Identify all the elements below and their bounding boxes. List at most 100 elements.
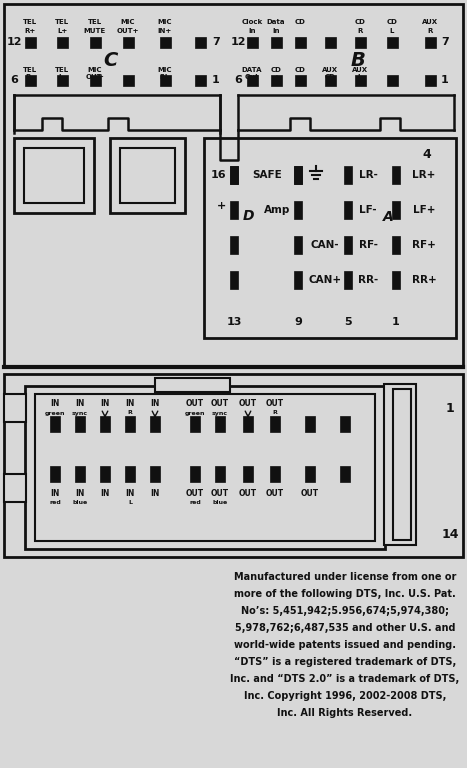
Text: In: In xyxy=(248,28,256,34)
Text: CD: CD xyxy=(270,67,282,73)
Text: IN: IN xyxy=(100,489,110,498)
Bar xyxy=(294,201,302,219)
Text: R-: R- xyxy=(26,74,34,80)
Bar xyxy=(294,271,302,289)
Text: 13: 13 xyxy=(226,317,242,327)
Text: TEL: TEL xyxy=(23,19,37,25)
Bar xyxy=(344,201,352,219)
Text: green: green xyxy=(185,411,205,415)
Text: OUT: OUT xyxy=(186,489,204,498)
Text: red: red xyxy=(189,501,201,505)
Text: CD: CD xyxy=(295,19,305,25)
Bar xyxy=(194,37,205,48)
Text: MIC: MIC xyxy=(88,67,102,73)
Bar xyxy=(230,236,238,254)
Bar xyxy=(305,466,315,482)
Bar xyxy=(122,74,134,85)
Text: 6: 6 xyxy=(234,75,242,85)
Text: TEL: TEL xyxy=(23,67,37,73)
Bar xyxy=(295,74,305,85)
Text: TEL: TEL xyxy=(88,19,102,25)
Text: sync: sync xyxy=(212,411,228,415)
Text: LF+: LF+ xyxy=(413,205,435,215)
Text: world-wide patents issued and pending.: world-wide patents issued and pending. xyxy=(234,640,456,650)
Text: 1: 1 xyxy=(212,75,220,85)
Bar xyxy=(4,394,26,422)
Bar xyxy=(425,74,436,85)
Text: R: R xyxy=(127,411,133,415)
Text: L+: L+ xyxy=(57,28,67,34)
Text: B: B xyxy=(351,51,366,71)
Text: +: + xyxy=(217,201,226,211)
Text: OUT: OUT xyxy=(239,399,257,409)
Text: 5,978,762;6,487,535 and other U.S. and: 5,978,762;6,487,535 and other U.S. and xyxy=(235,623,455,633)
Text: LR+: LR+ xyxy=(412,170,436,180)
Bar xyxy=(125,466,135,482)
Bar xyxy=(243,416,253,432)
Text: CD: CD xyxy=(387,19,397,25)
Text: RR+: RR+ xyxy=(411,275,436,285)
Text: CD: CD xyxy=(295,67,305,73)
Bar xyxy=(344,236,352,254)
Text: OUT: OUT xyxy=(211,489,229,498)
Text: CD: CD xyxy=(354,19,366,25)
Text: In: In xyxy=(272,28,280,34)
Bar xyxy=(4,4,463,366)
Bar xyxy=(122,37,134,48)
Text: AUX: AUX xyxy=(422,19,438,25)
Bar xyxy=(50,416,60,432)
Text: L-: L- xyxy=(58,74,66,80)
Bar xyxy=(425,37,436,48)
Bar xyxy=(4,474,26,502)
Text: MUTE: MUTE xyxy=(84,28,106,34)
Text: LF-: LF- xyxy=(359,205,377,215)
Text: OUT-: OUT- xyxy=(86,74,104,80)
Bar xyxy=(354,37,366,48)
Text: IN: IN xyxy=(125,399,134,409)
Text: OUT: OUT xyxy=(266,489,284,498)
Bar xyxy=(270,416,280,432)
Text: MIC: MIC xyxy=(121,19,135,25)
Text: 7: 7 xyxy=(441,37,449,47)
Text: Inc. All Rights Reserved.: Inc. All Rights Reserved. xyxy=(277,708,412,718)
Text: Inc. and “DTS 2.0” is a trademark of DTS,: Inc. and “DTS 2.0” is a trademark of DTS… xyxy=(230,674,460,684)
Text: 9: 9 xyxy=(294,317,302,327)
Bar xyxy=(35,394,375,541)
Text: L: L xyxy=(390,28,394,34)
Text: IN: IN xyxy=(125,489,134,498)
Text: Amp: Amp xyxy=(264,205,290,215)
Text: CD: CD xyxy=(325,74,335,80)
Text: L: L xyxy=(128,501,132,505)
Text: 12: 12 xyxy=(230,37,246,47)
Text: Clock: Clock xyxy=(241,19,262,25)
Bar xyxy=(344,166,352,184)
Text: 12: 12 xyxy=(6,37,22,47)
Bar xyxy=(392,201,400,219)
Bar xyxy=(393,389,411,540)
Text: OUT: OUT xyxy=(186,399,204,409)
Bar xyxy=(100,416,110,432)
Text: D: D xyxy=(242,209,254,223)
Text: more of the following DTS, Inc. U.S. Pat.: more of the following DTS, Inc. U.S. Pat… xyxy=(234,589,456,599)
Bar xyxy=(75,466,85,482)
Bar xyxy=(230,201,238,219)
Bar xyxy=(90,74,100,85)
Bar xyxy=(325,37,335,48)
Text: Manufactured under license from one or: Manufactured under license from one or xyxy=(234,572,456,582)
Text: A: A xyxy=(382,210,393,224)
Bar xyxy=(270,466,280,482)
Text: 16: 16 xyxy=(210,170,226,180)
Text: 7: 7 xyxy=(212,37,220,47)
Text: 14: 14 xyxy=(441,528,459,541)
Bar xyxy=(387,37,397,48)
Text: sync: sync xyxy=(72,411,88,415)
Bar xyxy=(155,378,230,392)
Text: MIC: MIC xyxy=(158,67,172,73)
Text: 6: 6 xyxy=(10,75,18,85)
Text: +: + xyxy=(273,74,279,80)
Bar xyxy=(24,148,84,203)
Bar xyxy=(190,416,200,432)
Bar xyxy=(340,416,350,432)
Bar xyxy=(14,138,94,213)
Text: OUT: OUT xyxy=(211,399,229,409)
